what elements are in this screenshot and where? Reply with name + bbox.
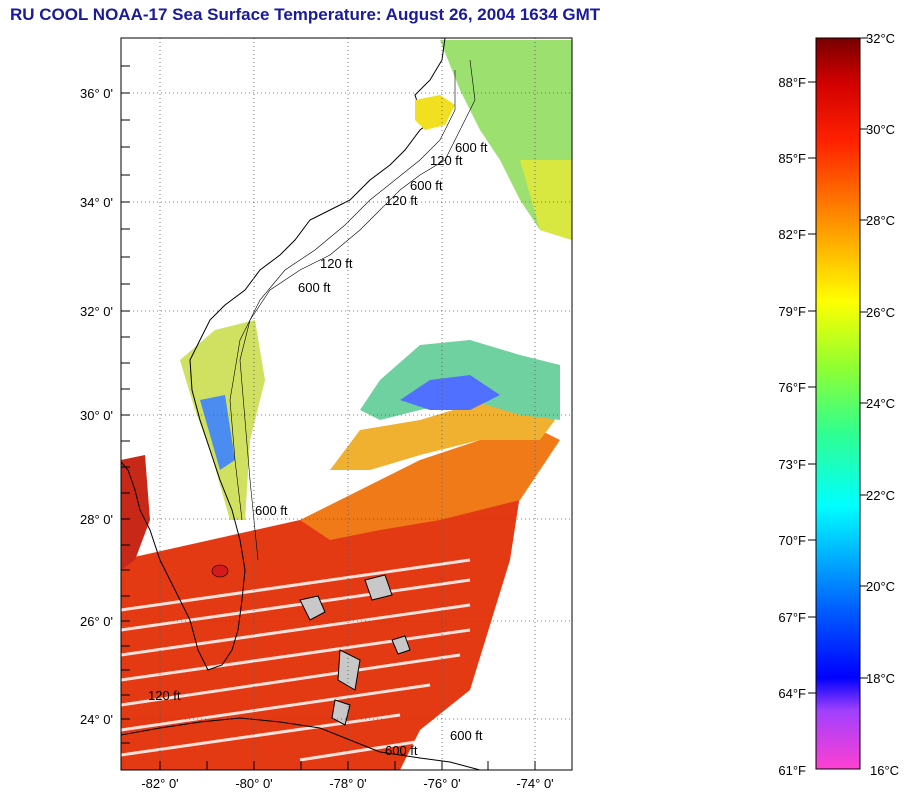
colorbar-f-label: 76°F — [778, 380, 806, 395]
colorbar-c-label: 20°C — [866, 579, 895, 594]
celsius-labels: 32°C 30°C 28°C 26°C 24°C 22°C 20°C 18°C … — [866, 31, 899, 778]
colorbar-c-label: 28°C — [866, 213, 895, 228]
colorbar-f-label: 61°F — [778, 763, 806, 778]
colorbar-c-label: 24°C — [866, 396, 895, 411]
lat-label: 28° 0' — [80, 512, 113, 527]
lon-label: -76° 0' — [423, 776, 460, 791]
lat-label: 30° 0' — [80, 408, 113, 423]
lat-label: 36° 0' — [80, 86, 113, 101]
colorbar-f-label: 73°F — [778, 457, 806, 472]
sst-west-patch — [121, 455, 150, 570]
lon-label: -82° 0' — [141, 776, 178, 791]
sst-warm-region — [121, 470, 520, 770]
colorbar-f-label: 82°F — [778, 227, 806, 242]
isobath-120ft — [229, 70, 456, 521]
us-southeast-landmass — [121, 38, 446, 671]
isobath-label: 600 ft — [450, 728, 483, 743]
sst-ne-yellow — [520, 160, 572, 240]
isobath-label: 600 ft — [410, 178, 443, 193]
isobath-label: 120 ft — [320, 256, 353, 271]
lat-label: 26° 0' — [80, 614, 113, 629]
isobath-labels: 120 ft 600 ft 120 ft 600 ft 600 ft 120 f… — [148, 140, 488, 758]
isobath-label: 120 ft — [148, 688, 181, 703]
cuba-landmass — [121, 717, 481, 770]
colorbar-f-label: 64°F — [778, 686, 806, 701]
lon-ticks — [159, 761, 536, 770]
isobath-label: 600 ft — [255, 503, 288, 518]
bahamas-islands — [299, 574, 411, 726]
colorbar-c-label: 32°C — [866, 31, 895, 46]
lat-label: 32° 0' — [80, 304, 113, 319]
cloud-streaks — [121, 558, 471, 762]
colorbar-f-label: 70°F — [778, 533, 806, 548]
colorbar-c-label: 16°C — [870, 763, 899, 778]
isobath-label: 600 ft — [298, 280, 331, 295]
lat-label: 34° 0' — [80, 195, 113, 210]
lon-label: -78° 0' — [329, 776, 366, 791]
page-title: RU COOL NOAA-17 Sea Surface Temperature:… — [10, 5, 601, 24]
lat-label: 24° 0' — [80, 712, 113, 727]
colorbar-ticks — [808, 37, 868, 694]
colorbar-f-label: 79°F — [778, 304, 806, 319]
lon-label: -80° 0' — [235, 776, 272, 791]
colorbar-c-label: 26°C — [866, 305, 895, 320]
map-border — [120, 37, 573, 771]
colorbar-f-label: 67°F — [778, 610, 806, 625]
colorbar-c-label: 22°C — [866, 488, 895, 503]
sst-coastal-blue — [200, 395, 235, 470]
colorbar-c-label: 30°C — [866, 122, 895, 137]
isobath-600ft — [239, 59, 476, 561]
lon-labels: -82° 0' -80° 0' -78° 0' -76° 0' -74° 0' — [141, 776, 553, 791]
isobath-label: 600 ft — [455, 140, 488, 155]
sst-yellow-region — [330, 395, 555, 470]
lon-label: -74° 0' — [516, 776, 553, 791]
map-content — [121, 38, 572, 770]
isobath-label: 600 ft — [385, 743, 418, 758]
colorbar-f-label: 88°F — [778, 75, 806, 90]
sst-blue-patch — [400, 375, 500, 410]
lat-ticks — [121, 65, 130, 744]
isobath-label: 120 ft — [430, 153, 463, 168]
colorbar-f-label: 85°F — [778, 151, 806, 166]
colorbar-c-label: 18°C — [866, 671, 895, 686]
fahrenheit-labels: 88°F 85°F 82°F 79°F 76°F 73°F 70°F 67°F … — [778, 75, 806, 778]
lake-okeechobee — [211, 564, 229, 578]
sound-warm-water — [415, 95, 455, 130]
sst-colorbar — [815, 37, 861, 770]
lat-labels: 36° 0' 34° 0' 32° 0' 30° 0' 28° 0' 26° 0… — [80, 86, 113, 727]
sst-orange-region — [300, 430, 560, 540]
isobath-label: 120 ft — [385, 193, 418, 208]
